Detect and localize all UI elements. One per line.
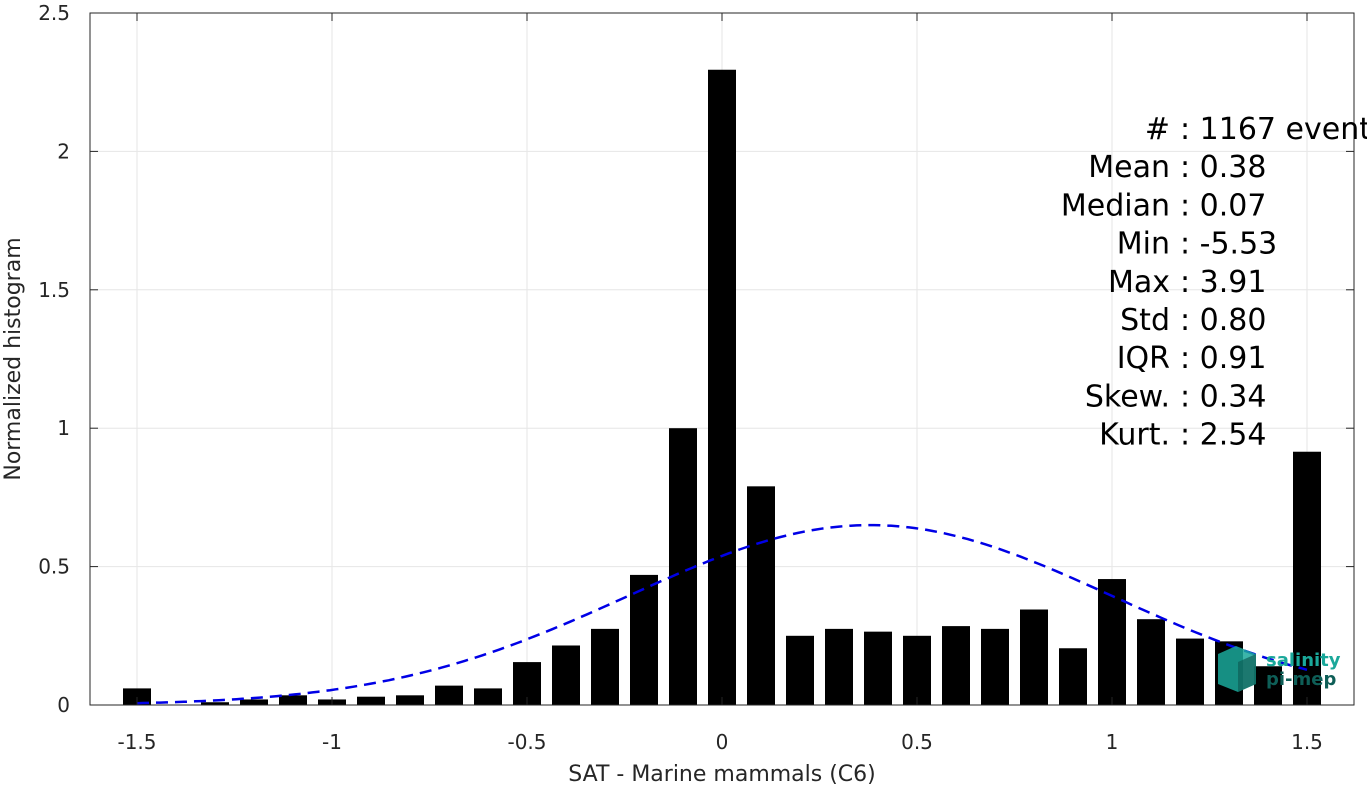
histogram-bar [825,628,853,705]
x-tick-label: 0.5 [901,730,933,754]
x-tick-label: -0.5 [507,730,546,754]
histogram-bar [903,635,931,705]
histogram-bar [279,695,307,705]
y-tick-label: 0 [57,693,70,717]
stat-label: Kurt. [1099,418,1170,453]
x-tick-label: 1.5 [1291,730,1323,754]
stat-row: Median : 0.07 [1061,188,1267,223]
stat-row: IQR : 0.91 [1117,341,1267,376]
gaussian-fit-line [136,523,1308,705]
histogram-bar [552,645,580,705]
histogram-bar [708,69,736,705]
stat-value: : 0.34 [1180,379,1266,414]
histogram-bar [1176,638,1204,705]
stat-value: : 0.38 [1180,150,1266,185]
stat-label: Std [1120,303,1170,338]
stat-label: Min [1117,227,1170,262]
stat-label: Mean [1088,150,1170,185]
histogram-bar [786,635,814,705]
stat-value: : 0.80 [1180,303,1266,338]
histogram-bar [1098,579,1126,705]
histogram-bar [357,696,385,705]
stat-label: Skew. [1085,379,1170,414]
stat-label: Max [1108,265,1170,300]
stat-row: Std : 0.80 [1120,303,1266,338]
x-tick-label: 1 [1106,730,1119,754]
stat-value: : 0.91 [1180,341,1266,376]
salinity-pimep-logo: salinity pi-mep [1218,646,1341,692]
histogram-bar [591,628,619,705]
stat-row: Skew. : 0.34 [1085,379,1267,414]
stat-label: # [1145,112,1170,147]
y-tick-label: 2.5 [38,1,70,25]
histogram-bar [942,626,970,705]
stat-value: : 0.07 [1180,188,1266,223]
histogram-bar [396,695,424,705]
statistics-annotation: # : 1167 events Mean : 0.38 Median : 0.07 Min:… [1061,112,1367,453]
logo-line1: salinity [1266,650,1341,671]
y-axis-label: Normalized histogram [1,237,26,480]
histogram-bar [747,486,775,705]
histogram-bar [981,628,1009,705]
stat-row: Max : 3.91 [1108,265,1266,300]
x-tick-label: 0 [716,730,729,754]
histogram-bar [123,688,151,705]
histogram-bar [630,574,658,705]
stat-row: Mean : 0.38 [1088,150,1266,185]
logo-cube-shade-icon [1238,654,1256,692]
histogram-bar [201,702,229,705]
histogram-bar [1020,609,1048,705]
histogram-bar [1059,648,1087,705]
histogram-bar [240,699,268,705]
y-tick-label: 1.5 [38,278,70,302]
histogram-bar [1293,451,1321,705]
stat-row: # : 1167 events [1145,112,1367,147]
stat-value: : 2.54 [1180,418,1266,453]
y-axis-ticks: 0 0.5 1 1.5 2 2.5 [38,1,1354,717]
stat-row: Kurt. : 2.54 [1099,418,1266,453]
logo-line2: pi-mep [1266,669,1336,690]
stat-value: : 1167 events [1180,112,1367,147]
stat-label: IQR [1117,341,1170,376]
y-tick-label: 2 [57,139,70,163]
x-tick-label: -1.5 [117,730,156,754]
histogram-bar [1254,666,1282,705]
y-tick-label: 1 [57,416,70,440]
x-axis-ticks: -1.5 -1 -0.5 0 0.5 1 1.5 [117,13,1323,754]
x-tick-label: -1 [322,730,342,754]
y-tick-label: 0.5 [38,555,70,579]
stat-row: Min : -5.53 [1117,227,1278,262]
stat-label: Median [1061,188,1170,223]
histogram-bar [435,685,463,705]
stat-value: : -5.53 [1180,227,1277,262]
stat-value: : 3.91 [1180,265,1266,300]
histogram-bar [864,631,892,705]
x-axis-label: SAT - Marine mammals (C6) [568,762,876,785]
histogram-bar [1137,619,1165,705]
histogram-bar [474,688,502,705]
